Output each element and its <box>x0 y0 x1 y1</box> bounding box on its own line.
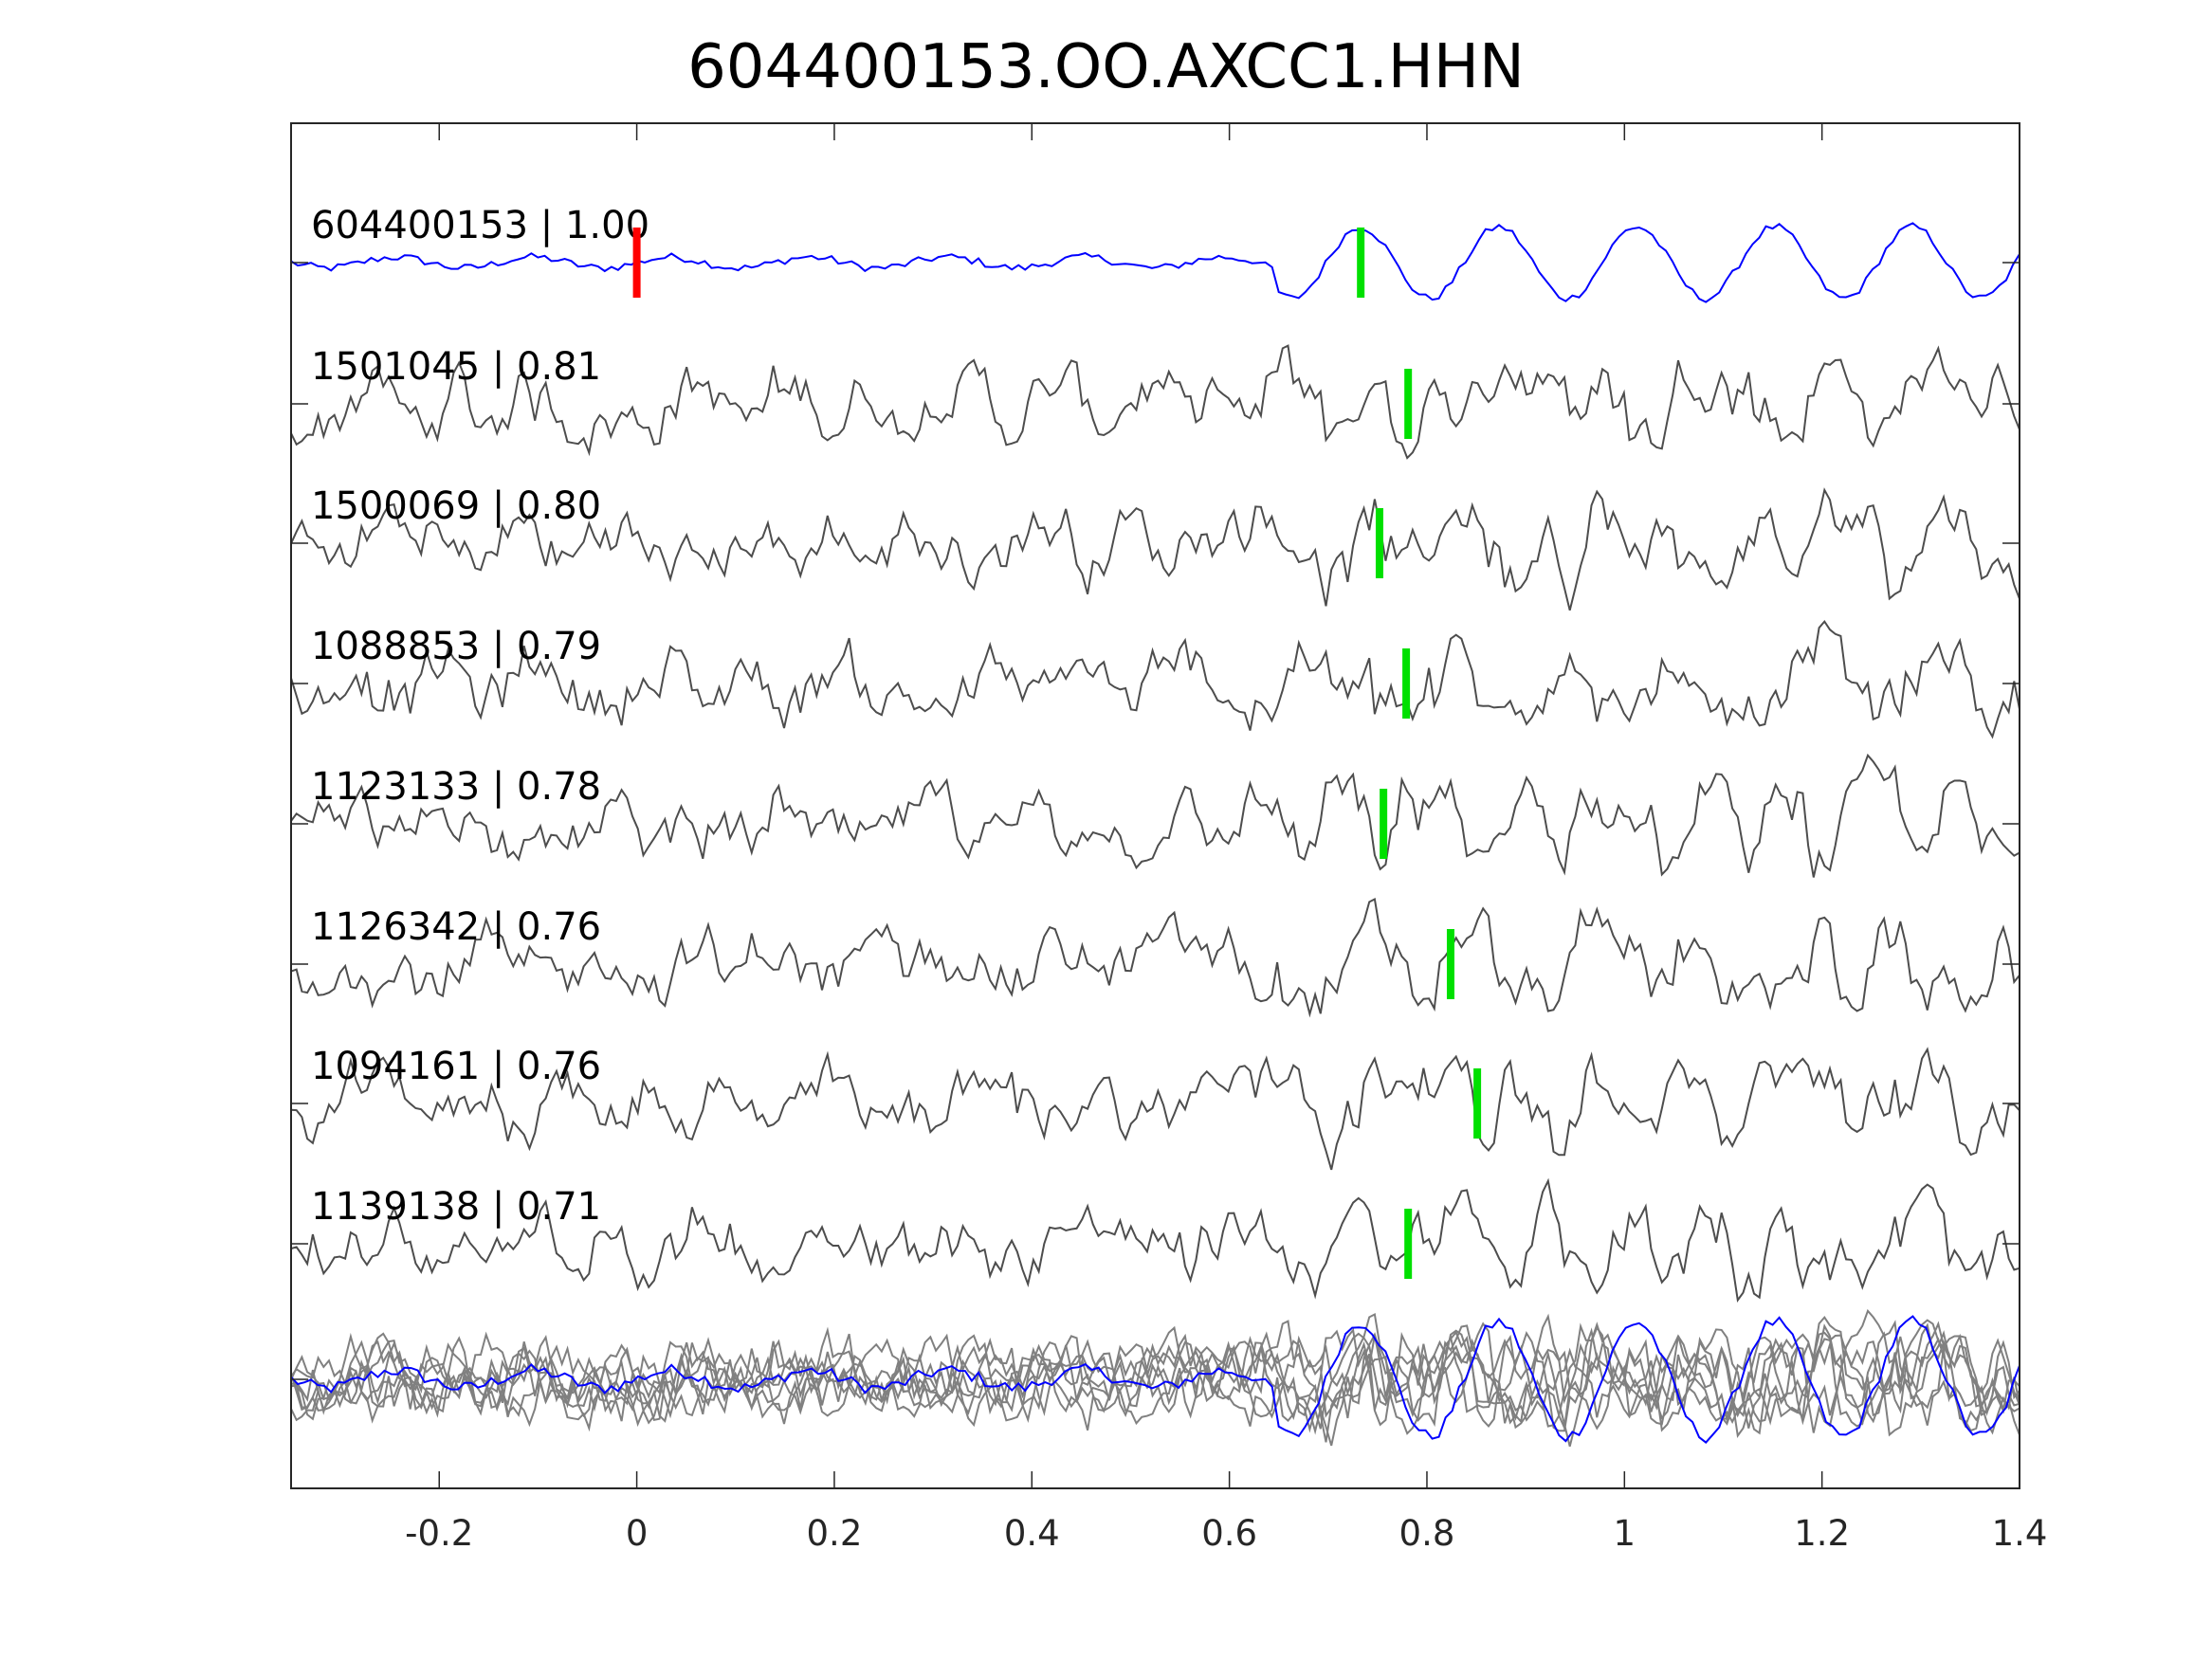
stacked-trace <box>290 1320 2020 1435</box>
waveform-trace <box>290 753 2020 878</box>
trace-label: 1500069 | 0.80 <box>311 484 601 528</box>
x-tick-label: 0.8 <box>1399 1513 1455 1554</box>
waveform-trace <box>290 1177 2020 1303</box>
stacked-trace <box>290 1315 2020 1444</box>
trace-label: 1088853 | 0.79 <box>311 625 601 668</box>
x-tick-label: 1.2 <box>1794 1513 1850 1554</box>
chart-title: 604400153.OO.AXCC1.HHN <box>687 32 1525 102</box>
waveform-trace <box>290 897 2020 1018</box>
trace-label: 1501045 | 0.81 <box>311 345 601 389</box>
waveform-trace <box>290 1047 2020 1171</box>
x-tick-label: 0.2 <box>807 1513 863 1554</box>
stacked-trace <box>290 1308 2020 1433</box>
waveform-trace <box>290 487 2020 611</box>
axes-box <box>290 122 2020 1489</box>
waveform-trace <box>290 222 2020 303</box>
trace-label: 1094161 | 0.76 <box>311 1045 601 1088</box>
x-tick-label: 0.6 <box>1201 1513 1257 1554</box>
trace-label: 1139138 | 0.71 <box>311 1185 601 1229</box>
x-tick-label: 0.4 <box>1004 1513 1060 1554</box>
x-tick-label: 1.4 <box>1992 1513 2048 1554</box>
trace-label: 1126342 | 0.76 <box>311 905 601 949</box>
waveform-trace <box>290 344 2020 460</box>
trace-label: 604400153 | 1.00 <box>311 204 649 247</box>
x-tick-label: 0 <box>626 1513 649 1554</box>
stacked-trace <box>290 1323 2020 1448</box>
x-tick-label: -0.2 <box>405 1513 473 1554</box>
stacked-trace <box>290 1315 2020 1435</box>
stacked-trace <box>290 1322 2020 1447</box>
x-tick-label: 1 <box>1614 1513 1636 1554</box>
waveform-trace <box>290 619 2020 739</box>
trace-label: 1123133 | 0.78 <box>311 765 601 809</box>
